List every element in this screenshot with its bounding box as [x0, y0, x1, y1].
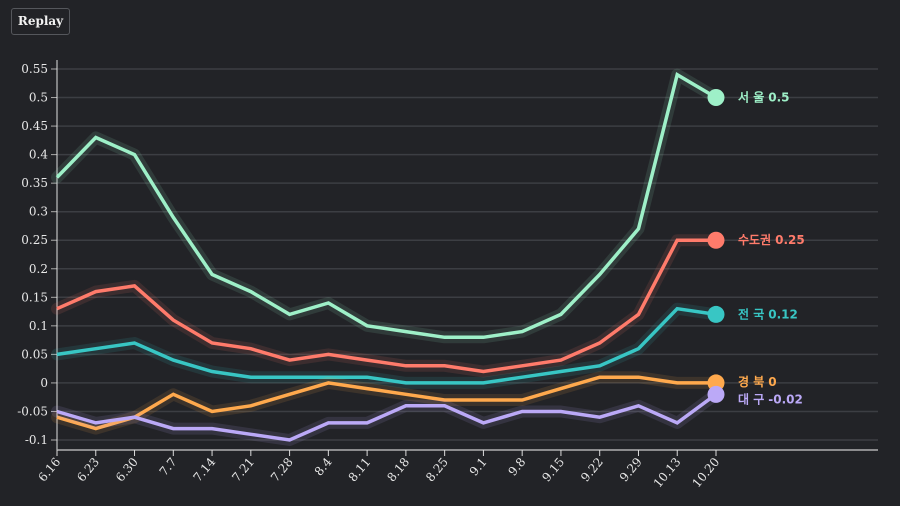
y-tick-label: 0.15 — [21, 290, 48, 304]
y-axis: -0.1 -0.05 0 0.05 0.1 0.15 0.2 0.25 0.3 0.35 0.4 0.… — [17, 60, 58, 450]
series-end-dot — [707, 89, 725, 107]
x-tick-label: 6.30 — [113, 455, 141, 484]
x-axis: 6.16 6.23 6.30 7.7 7.14 7.21 7.28 8.4 8.11 8.18 8.… — [35, 449, 878, 490]
x-tick-label: 7.7 — [157, 455, 180, 479]
y-tick-label: 0.05 — [21, 347, 48, 361]
x-tick-label: 7.21 — [229, 455, 257, 484]
x-tick-label: 7.28 — [268, 455, 296, 484]
series-end-name: 서 울 — [738, 90, 764, 105]
y-tick-label: 0.25 — [21, 233, 48, 247]
series-lines — [51, 68, 722, 446]
y-tick-label: 0.4 — [29, 148, 48, 162]
series-end-dot — [707, 385, 725, 403]
replay-button[interactable]: Replay — [11, 8, 70, 35]
x-tick-label: 9.8 — [505, 455, 528, 479]
x-tick-label: 10.13 — [651, 455, 684, 490]
series-end-name: 수도권 — [738, 233, 771, 247]
series-line — [56, 392, 718, 442]
x-tick-label: 6.23 — [74, 455, 102, 484]
y-tick-label: 0.55 — [21, 62, 48, 76]
x-tick-label: 8.18 — [384, 455, 412, 484]
y-tick-label: 0.3 — [29, 205, 48, 219]
series-end-value: 0 — [768, 375, 776, 389]
x-tick-label: 8.25 — [423, 455, 451, 484]
y-tick-label: 0 — [40, 376, 48, 390]
series-end-value: 0.5 — [768, 91, 789, 105]
x-tick-label: 8.4 — [312, 455, 335, 479]
series-end-name: 경 북 — [738, 375, 764, 389]
y-tick-label: -0.1 — [25, 433, 48, 447]
series-end-value: -0.02 — [768, 392, 803, 406]
x-tick-label: 9.22 — [578, 455, 606, 484]
series-line — [56, 375, 716, 431]
series-end-value: 0.25 — [775, 233, 805, 247]
y-tick-label: 0.1 — [29, 319, 48, 333]
series-end-dot — [707, 305, 725, 323]
x-tick-label: 8.11 — [346, 455, 374, 484]
series-end-name: 대 구 — [738, 392, 764, 406]
y-tick-label: 0.5 — [29, 91, 48, 105]
series-line — [56, 306, 717, 385]
y-tick-label: 0.45 — [21, 119, 48, 133]
x-tick-label: 7.14 — [190, 455, 218, 485]
series-end-dot — [707, 231, 725, 249]
y-tick-label: -0.05 — [17, 404, 48, 418]
series-end-name: 전 국 — [738, 306, 764, 321]
series-line — [56, 238, 716, 374]
x-tick-label: 9.29 — [617, 455, 645, 484]
x-tick-label: 9.15 — [539, 455, 567, 484]
gridlines — [57, 68, 878, 441]
x-tick-label: 10.20 — [689, 455, 722, 490]
x-tick-label: 6.16 — [35, 455, 63, 484]
series-line — [55, 72, 717, 340]
series-end-value: 0.12 — [768, 307, 798, 321]
y-tick-label: 0.35 — [21, 176, 48, 190]
x-tick-label: 9.1 — [467, 455, 490, 479]
y-tick-label: 0.2 — [29, 262, 48, 276]
